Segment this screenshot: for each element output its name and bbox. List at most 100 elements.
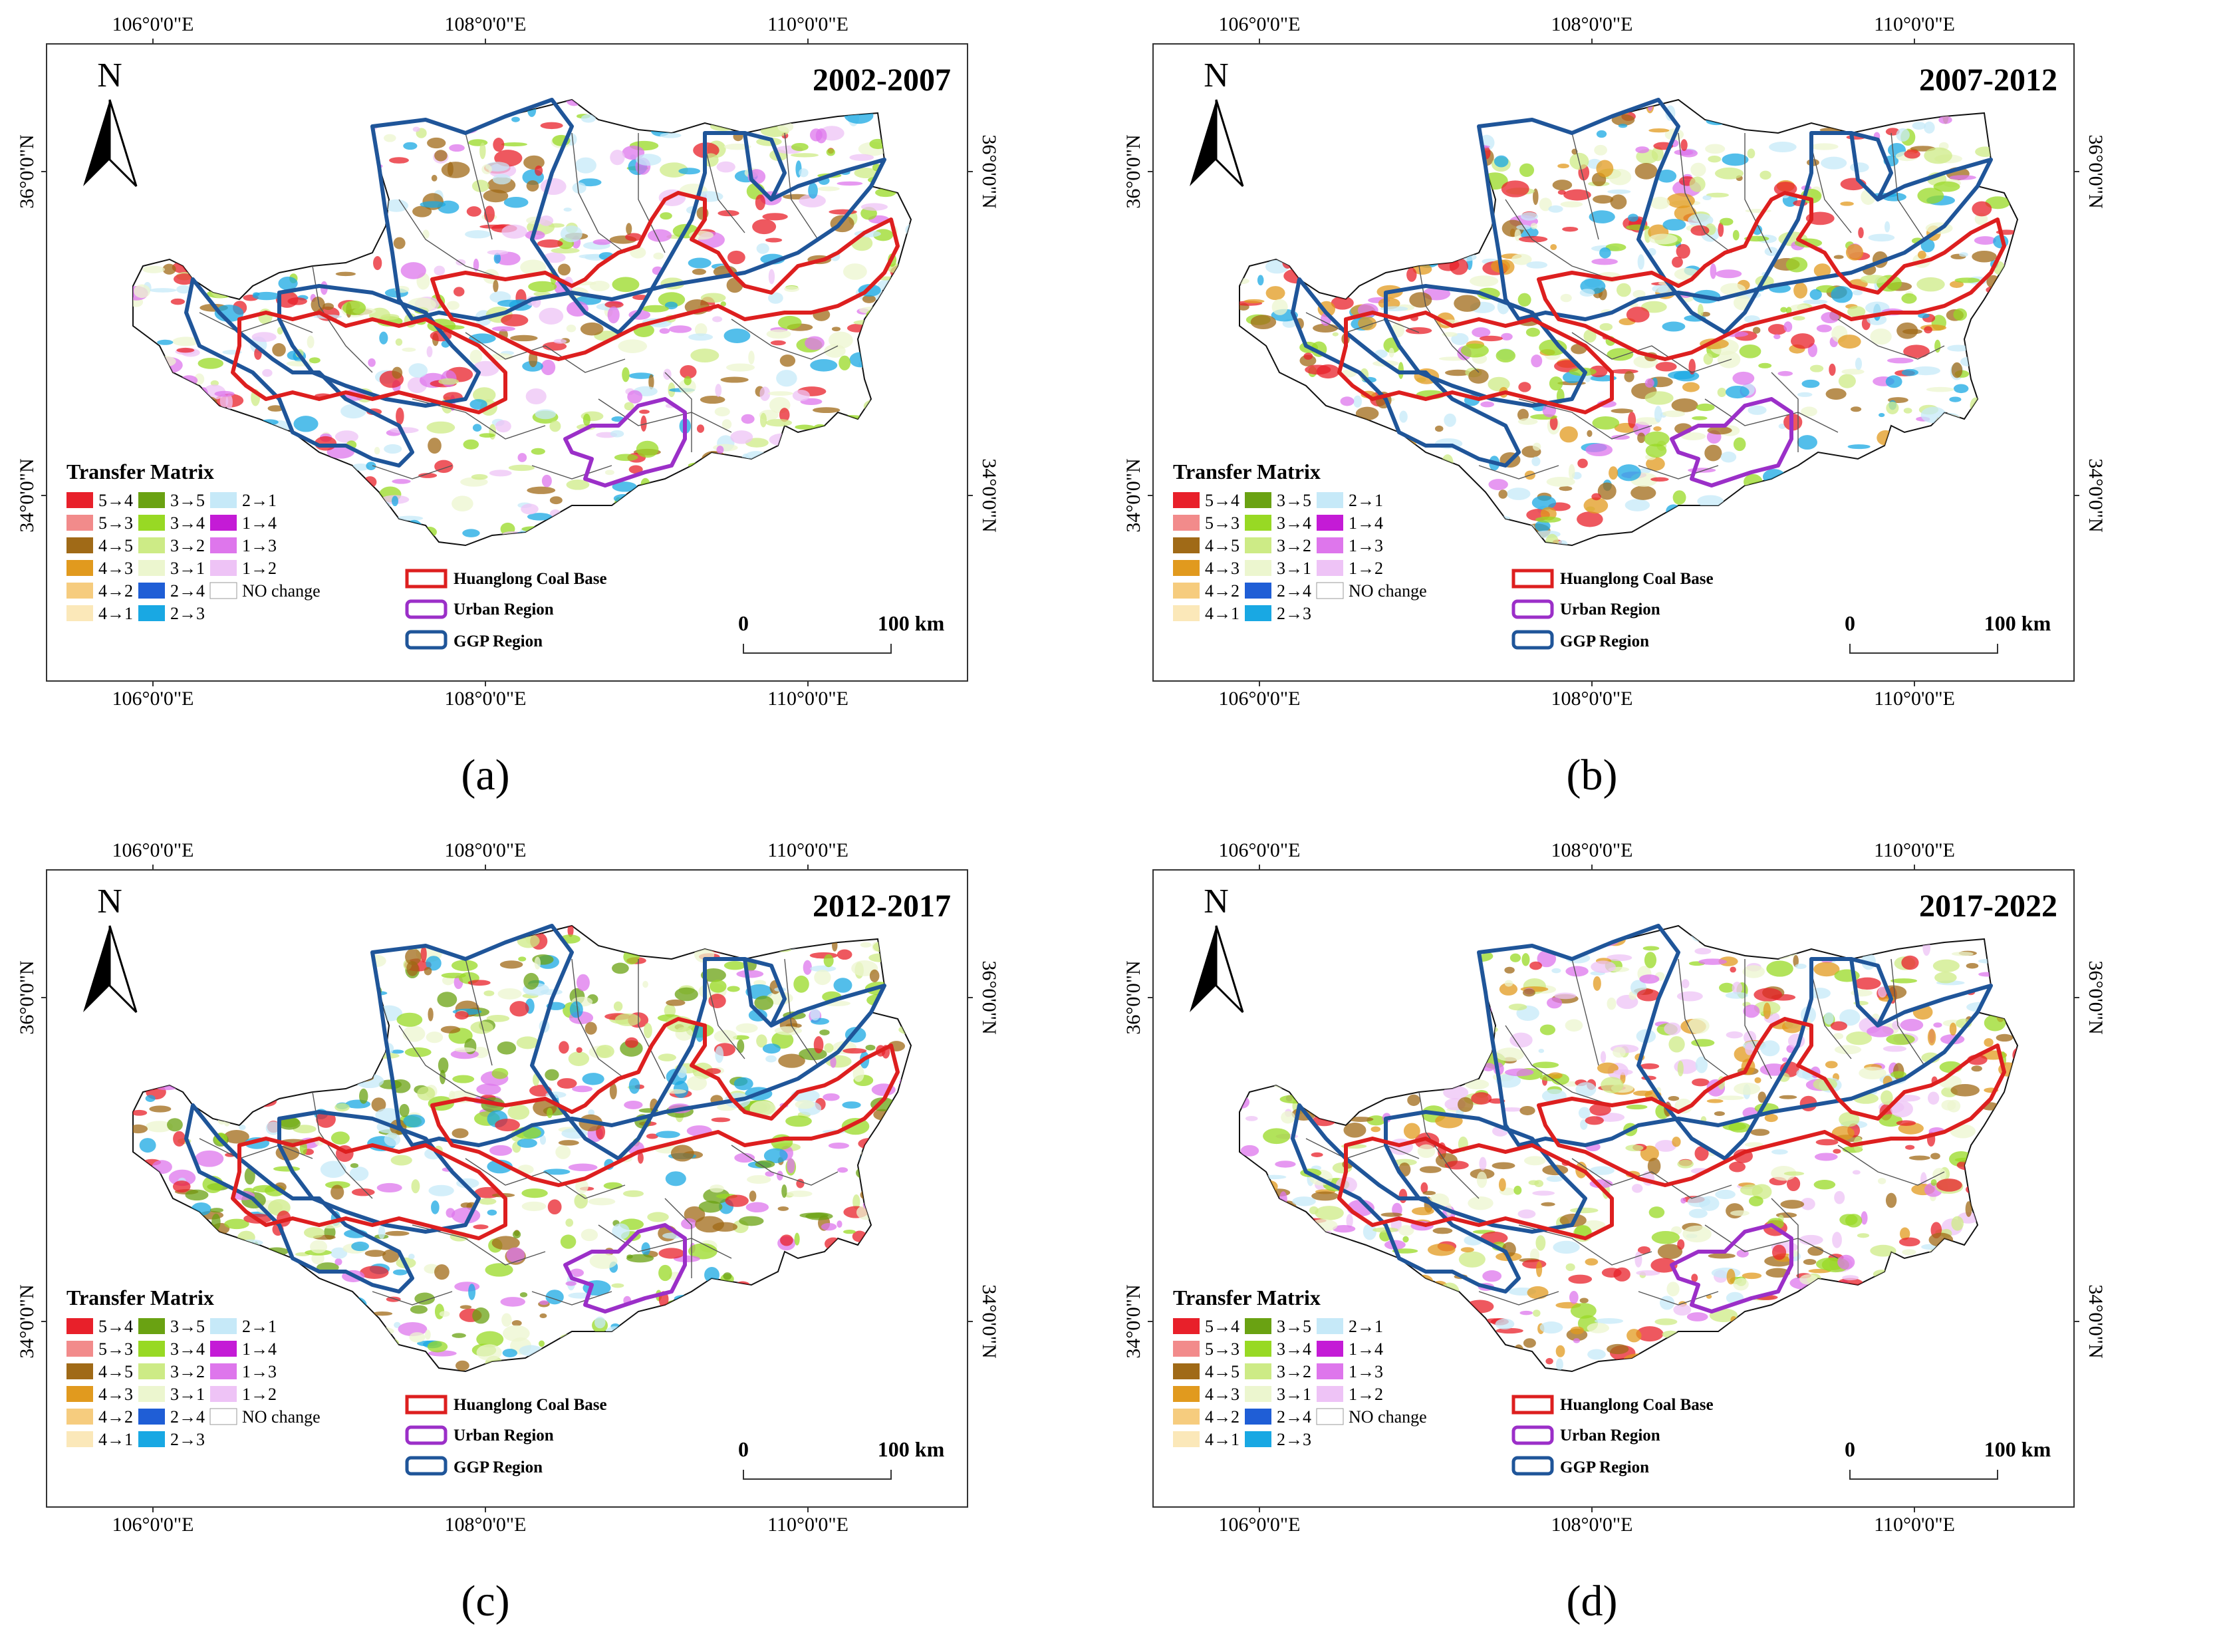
change-patch bbox=[759, 386, 771, 401]
change-patch bbox=[1601, 1077, 1624, 1093]
change-patch bbox=[1492, 1162, 1515, 1170]
change-patch bbox=[1645, 444, 1667, 458]
change-patch bbox=[1624, 371, 1634, 382]
change-patch bbox=[451, 960, 478, 972]
legend-label: 3→1 bbox=[170, 559, 205, 578]
change-patch bbox=[1488, 479, 1508, 491]
scale-end: 100 km bbox=[1984, 611, 2051, 635]
change-patch bbox=[509, 1001, 529, 1017]
change-patch bbox=[441, 972, 466, 978]
change-patch bbox=[1732, 982, 1743, 995]
change-patch bbox=[1636, 1326, 1664, 1342]
change-patch bbox=[1599, 323, 1613, 331]
legend-swatch bbox=[66, 605, 93, 621]
change-patch bbox=[446, 301, 459, 311]
change-patch bbox=[642, 305, 669, 313]
change-patch bbox=[1559, 426, 1578, 443]
change-patch bbox=[1553, 1240, 1580, 1254]
lat-tick-right-2: 34°0'0"N bbox=[978, 458, 1000, 532]
change-patch bbox=[1799, 1234, 1823, 1246]
change-patch bbox=[414, 1292, 435, 1305]
change-patch bbox=[1548, 1072, 1563, 1079]
north-arrow-icon: N bbox=[83, 883, 138, 1014]
change-patch bbox=[823, 954, 834, 968]
legend-label: 4→3 bbox=[1205, 1385, 1239, 1404]
change-patch bbox=[170, 298, 186, 305]
change-patch bbox=[424, 966, 432, 976]
change-patch bbox=[384, 1133, 401, 1147]
change-patch bbox=[1752, 327, 1761, 334]
legend-label: 3→1 bbox=[1277, 1385, 1311, 1404]
change-patch bbox=[612, 482, 637, 492]
frame-ticks bbox=[41, 865, 973, 1512]
change-patch bbox=[637, 1152, 644, 1164]
change-patch bbox=[1930, 1153, 1940, 1160]
change-patch bbox=[512, 1230, 521, 1239]
change-patch bbox=[612, 277, 640, 293]
legend-label: 1→2 bbox=[1349, 1385, 1383, 1404]
change-patch bbox=[1971, 1065, 1982, 1072]
change-patch bbox=[787, 1190, 813, 1197]
legend-label: 4→5 bbox=[1205, 536, 1239, 555]
change-patch bbox=[1668, 1096, 1680, 1101]
change-patch bbox=[1315, 1206, 1344, 1220]
urban-region-swatch bbox=[405, 1425, 448, 1445]
change-patch bbox=[1531, 354, 1543, 368]
boundary-legend: Huanglong Coal Base Urban Region GGP Reg… bbox=[405, 1395, 607, 1476]
change-patch bbox=[1611, 408, 1634, 414]
legend-label: 1→4 bbox=[1349, 1339, 1383, 1359]
change-patch bbox=[273, 1166, 301, 1172]
change-patch bbox=[1589, 210, 1615, 223]
change-patch bbox=[1821, 312, 1839, 324]
change-patch bbox=[1920, 239, 1935, 253]
change-patch bbox=[351, 1241, 370, 1252]
change-patch bbox=[1479, 1157, 1487, 1170]
change-patch bbox=[1332, 1224, 1356, 1233]
change-patch bbox=[647, 1212, 669, 1222]
change-patch bbox=[465, 230, 491, 239]
change-patch bbox=[162, 263, 176, 275]
change-patch bbox=[452, 1075, 475, 1083]
change-patch bbox=[1759, 170, 1771, 180]
legend-label: 4→3 bbox=[98, 559, 133, 578]
change-patch bbox=[1634, 1251, 1642, 1268]
change-patch bbox=[626, 1254, 654, 1263]
change-patch bbox=[402, 1026, 426, 1042]
change-patch bbox=[1664, 1022, 1681, 1035]
change-patch bbox=[1546, 1175, 1563, 1182]
change-patch bbox=[330, 1131, 350, 1145]
legend-swatch bbox=[66, 560, 93, 576]
legend-label: 2→4 bbox=[170, 1407, 205, 1427]
change-patch bbox=[636, 440, 659, 458]
change-patch bbox=[539, 307, 564, 325]
change-patch bbox=[1538, 1048, 1545, 1053]
change-patch bbox=[1380, 1212, 1402, 1217]
change-patch bbox=[1565, 1019, 1583, 1032]
change-patch bbox=[1824, 1012, 1834, 1025]
change-patch bbox=[1575, 1082, 1597, 1097]
change-patch bbox=[1745, 208, 1771, 213]
change-patch bbox=[733, 1077, 753, 1091]
change-patch bbox=[841, 1117, 870, 1135]
change-patch bbox=[1972, 251, 1997, 263]
change-patch bbox=[551, 247, 580, 254]
change-patch bbox=[307, 335, 315, 348]
change-patch bbox=[378, 1079, 402, 1089]
change-patch bbox=[342, 300, 366, 315]
change-patch bbox=[1901, 293, 1917, 304]
change-patch bbox=[784, 286, 800, 292]
coal-base-outline bbox=[231, 191, 900, 414]
legend-label: 3→4 bbox=[170, 513, 205, 533]
change-patch bbox=[1758, 362, 1772, 368]
change-patch bbox=[1355, 406, 1379, 420]
change-patch bbox=[1834, 1190, 1845, 1204]
change-patch bbox=[565, 1281, 577, 1286]
change-patch bbox=[1406, 267, 1417, 282]
change-patch bbox=[438, 378, 459, 385]
change-patch bbox=[809, 952, 838, 959]
coal-base-swatch bbox=[405, 1395, 448, 1415]
change-patch bbox=[808, 182, 818, 199]
change-patch bbox=[1653, 426, 1662, 432]
change-patch bbox=[527, 486, 556, 494]
change-patch bbox=[1750, 1129, 1770, 1136]
